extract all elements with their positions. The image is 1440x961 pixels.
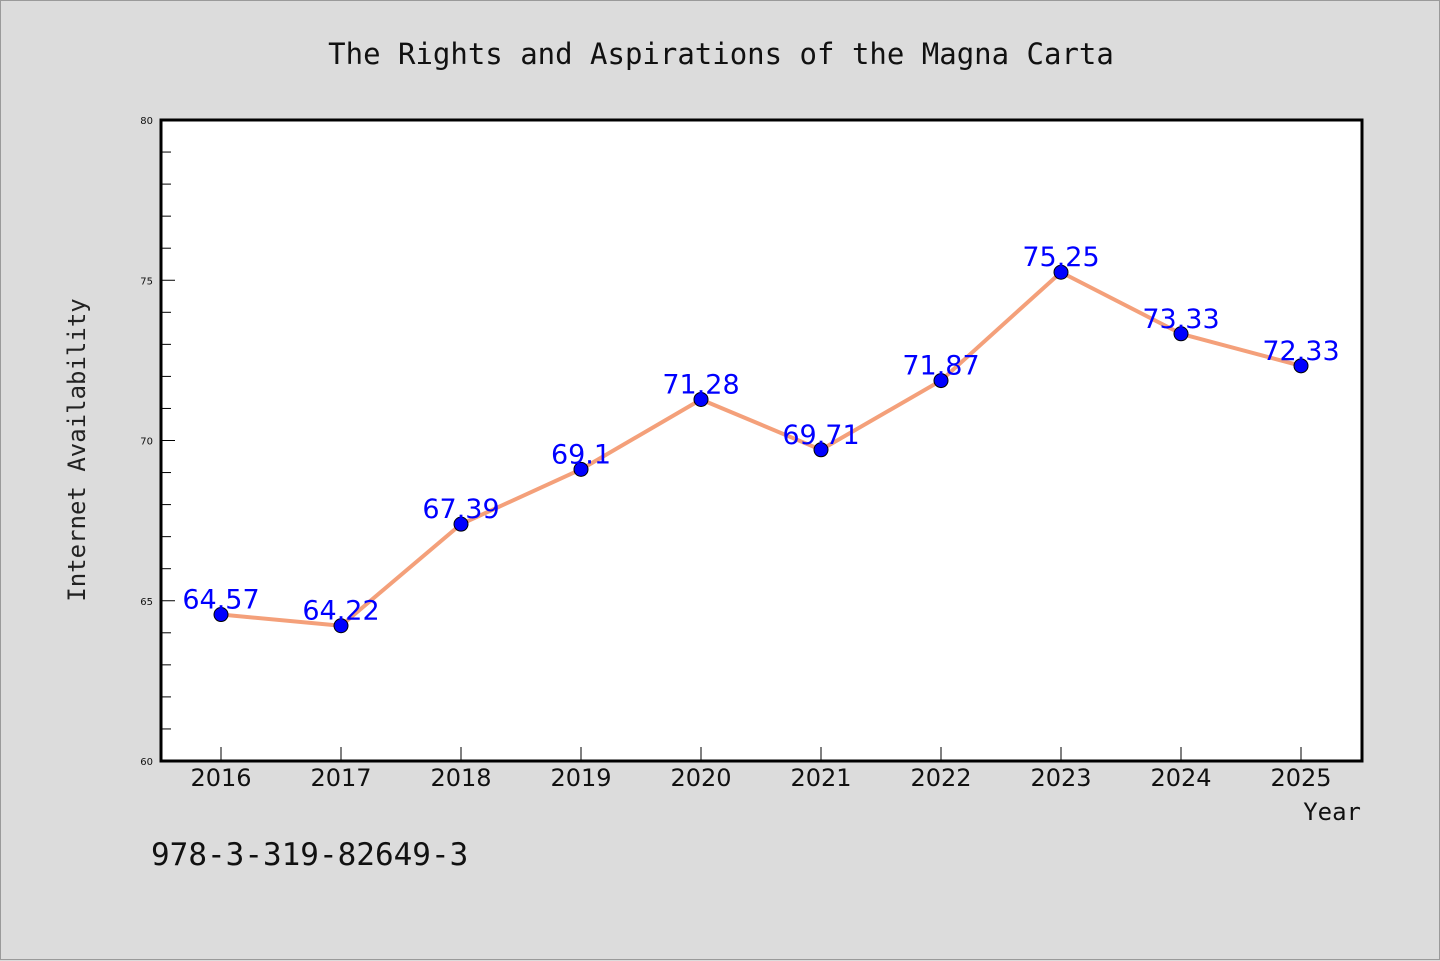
data-point bbox=[213, 607, 229, 623]
x-axis-label: Year bbox=[1303, 798, 1361, 826]
x-tick-label: 2021 bbox=[790, 764, 851, 792]
data-label: 72.33 bbox=[1262, 336, 1339, 367]
x-tick-label: 2017 bbox=[310, 764, 371, 792]
y-axis: 60 65 70 75 80 bbox=[140, 116, 175, 768]
data-label: 64.22 bbox=[302, 596, 379, 627]
y-tick-label: 65 bbox=[140, 597, 153, 608]
data-label: 71.87 bbox=[902, 351, 979, 382]
data-label: 67.39 bbox=[422, 494, 499, 525]
data-point bbox=[693, 391, 709, 407]
isbn-text: 978-3-319-82649-3 bbox=[151, 837, 468, 873]
x-tick-label: 2024 bbox=[1150, 764, 1211, 792]
data-point bbox=[933, 373, 949, 389]
data-point bbox=[453, 516, 469, 532]
series-line bbox=[220, 270, 1302, 628]
y-tick-label: 75 bbox=[140, 276, 153, 287]
x-axis: 2016 2017 2018 2019 2020 2021 2022 2023 2024 2025 bbox=[190, 747, 1332, 792]
data-label: 73.33 bbox=[1142, 304, 1219, 335]
data-label: 71.28 bbox=[662, 369, 739, 400]
y-tick-label: 70 bbox=[140, 437, 153, 448]
data-point bbox=[1293, 358, 1309, 374]
data-label: 69.71 bbox=[782, 420, 859, 451]
x-tick-label: 2022 bbox=[910, 764, 971, 792]
x-tick-label: 2023 bbox=[1030, 764, 1091, 792]
data-label: 69.1 bbox=[551, 439, 611, 470]
plot-area bbox=[159, 118, 1364, 763]
chart-title: The Rights and Aspirations of the Magna … bbox=[328, 37, 1114, 71]
y-tick-label: 80 bbox=[140, 116, 153, 127]
y-axis-label: Internet Availability bbox=[63, 298, 91, 601]
data-label: 64.57 bbox=[182, 585, 259, 616]
data-point bbox=[1053, 264, 1069, 280]
data-labels-group: 64.57 64.22 67.39 69.1 71.28 69.71 71.87 75.25 7… bbox=[182, 242, 1339, 627]
x-tick-label: 2016 bbox=[190, 764, 251, 792]
data-point bbox=[1173, 326, 1189, 342]
x-tick-label: 2019 bbox=[550, 764, 611, 792]
x-tick-label: 2025 bbox=[1270, 764, 1331, 792]
series-group bbox=[213, 264, 1309, 634]
data-label: 75.25 bbox=[1022, 242, 1099, 273]
data-point bbox=[573, 461, 589, 477]
y-tick-label: 60 bbox=[140, 757, 153, 768]
data-point bbox=[333, 618, 349, 634]
x-tick-label: 2018 bbox=[430, 764, 491, 792]
x-tick-label: 2020 bbox=[670, 764, 731, 792]
data-point bbox=[813, 442, 829, 458]
